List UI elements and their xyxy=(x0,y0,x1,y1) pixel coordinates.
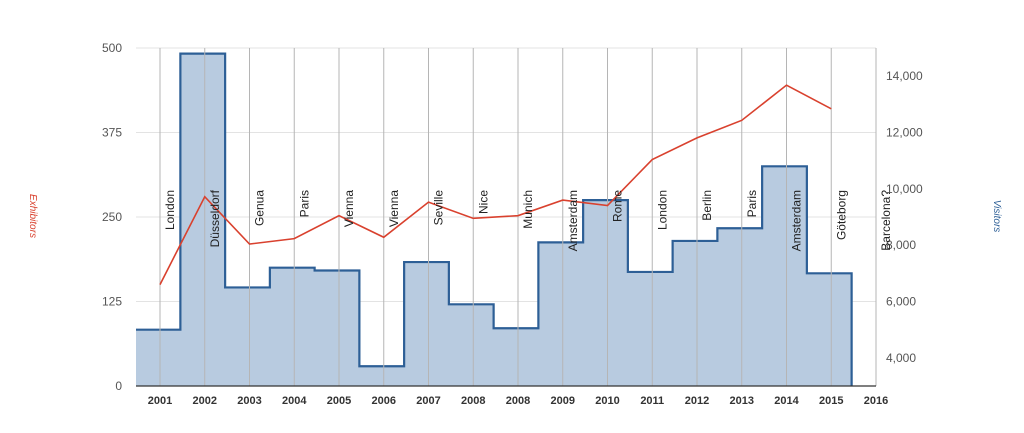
x-tick-label: 2010 xyxy=(595,395,619,407)
city-label: Vienna xyxy=(342,190,356,227)
x-tick-label: 2003 xyxy=(237,395,261,407)
x-tick-label: 2016 xyxy=(864,395,888,407)
right-tick-label: 10,000 xyxy=(886,182,923,196)
x-tick-label: 2005 xyxy=(327,395,351,407)
city-label: Düsseldorf xyxy=(208,189,222,247)
left-tick-label: 500 xyxy=(102,41,122,55)
x-tick-label: 2001 xyxy=(148,395,172,407)
right-axis-title: Visitors xyxy=(991,200,1002,233)
city-label: Seville xyxy=(432,190,446,226)
city-label: Paris xyxy=(745,190,759,217)
left-axis-title: Exhibitors xyxy=(27,194,38,238)
visitors-area xyxy=(136,53,852,387)
left-tick-label: 375 xyxy=(102,126,122,140)
city-label: Göteborg xyxy=(834,190,848,240)
exhibitors-line xyxy=(159,84,832,285)
right-tick-label: 4,000 xyxy=(886,351,916,365)
x-tick-label: 2008 xyxy=(461,395,485,407)
city-label: Amsterdam xyxy=(566,190,580,251)
city-label: London xyxy=(655,190,669,230)
right-tick-label: 6,000 xyxy=(886,295,916,309)
right-axis-ticks: 4,000 6,000 8,000 10,000 12,000 14,000 xyxy=(886,69,923,365)
x-tick-label: 2002 xyxy=(193,395,217,407)
right-tick-label: 14,000 xyxy=(886,69,923,83)
city-label: Paris xyxy=(297,190,311,217)
x-tick-label: 2011 xyxy=(640,395,664,407)
city-label: Munich xyxy=(521,190,535,229)
city-label: Amsterdam xyxy=(790,190,804,251)
x-tick-label: 2009 xyxy=(551,395,575,407)
left-tick-label: 125 xyxy=(102,295,122,309)
city-label: London xyxy=(163,190,177,230)
city-label: Vienna xyxy=(387,190,401,227)
x-tick-label: 2014 xyxy=(774,395,799,407)
x-tick-label: 2008 xyxy=(506,395,530,407)
visitors-step-line xyxy=(136,52,853,386)
x-tick-label: 2012 xyxy=(685,395,709,407)
city-label: Barcelona? xyxy=(879,190,893,251)
right-tick-label: 8,000 xyxy=(886,238,916,252)
x-tick-label: 2004 xyxy=(282,395,307,407)
right-tick-label: 12,000 xyxy=(886,126,923,140)
x-tick-label: 2015 xyxy=(819,395,843,407)
left-tick-label: 0 xyxy=(115,379,122,393)
x-tick-label: 2007 xyxy=(416,395,440,407)
left-tick-label: 250 xyxy=(102,210,122,224)
city-labels: London Düsseldorf Genua Paris Vienna Vienna Se… xyxy=(163,189,893,251)
x-axis-ticks: 2001 2002 2003 2004 2005 2006 2007 2008 2008 2009… xyxy=(148,395,888,407)
left-axis-ticks: 0 125 250 375 500 xyxy=(102,41,122,393)
city-label: Nice xyxy=(476,190,490,214)
city-label: Berlin xyxy=(700,190,714,221)
year-gridlines xyxy=(159,48,877,386)
city-label: Rome xyxy=(611,190,625,222)
city-label: Genua xyxy=(253,190,267,226)
x-tick-label: 2013 xyxy=(730,395,754,407)
visitors-series xyxy=(136,52,853,387)
x-tick-label: 2006 xyxy=(372,395,396,407)
exhibitors-series xyxy=(159,84,832,285)
